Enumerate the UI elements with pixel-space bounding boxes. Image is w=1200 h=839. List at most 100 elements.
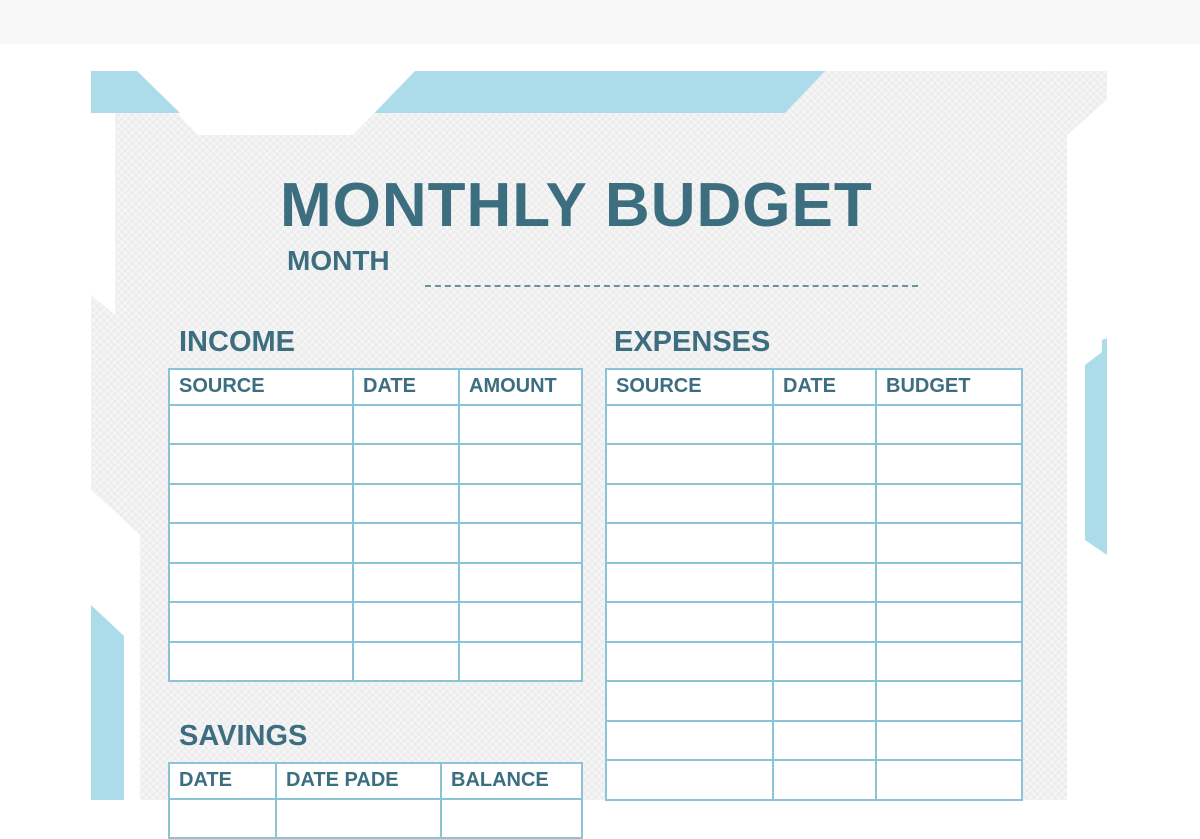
- income-heading: INCOME: [179, 326, 295, 358]
- table-cell[interactable]: [352, 522, 460, 564]
- table-row: [605, 482, 1023, 524]
- expenses-col-budget: BUDGET: [875, 368, 1023, 406]
- table-cell[interactable]: [875, 601, 1023, 643]
- table-cell[interactable]: [458, 522, 583, 564]
- table-row: [168, 601, 583, 643]
- table-cell[interactable]: [772, 403, 877, 445]
- month-input-line[interactable]: [425, 285, 918, 287]
- month-label: MONTH: [287, 245, 390, 276]
- table-cell[interactable]: [168, 561, 354, 603]
- table-row: [605, 640, 1023, 682]
- table-cell[interactable]: [168, 797, 277, 839]
- income-col-date: DATE: [352, 368, 460, 406]
- table-row: [168, 640, 583, 682]
- table-cell[interactable]: [772, 640, 877, 682]
- savings-header-row: DATE DATE PADE BALANCE: [168, 762, 583, 800]
- table-cell[interactable]: [605, 640, 774, 682]
- table-cell[interactable]: [458, 640, 583, 682]
- table-cell[interactable]: [352, 561, 460, 603]
- table-cell[interactable]: [605, 561, 774, 603]
- top-blue-band-left: [91, 71, 180, 113]
- table-row: [605, 759, 1023, 801]
- savings-heading: SAVINGS: [179, 720, 308, 752]
- savings-table: DATE DATE PADE BALANCE: [168, 762, 583, 839]
- table-cell[interactable]: [605, 522, 774, 564]
- table-cell[interactable]: [605, 443, 774, 485]
- left-white-strip: [91, 113, 115, 315]
- left-blue-shape: [91, 605, 124, 800]
- table-cell[interactable]: [275, 797, 442, 839]
- table-cell[interactable]: [168, 482, 354, 524]
- top-white-notch: [137, 71, 415, 135]
- table-row: [168, 797, 583, 839]
- table-row: [168, 561, 583, 603]
- table-row: [605, 443, 1023, 485]
- expenses-heading: EXPENSES: [614, 326, 771, 358]
- table-row: [605, 719, 1023, 761]
- table-cell[interactable]: [772, 759, 877, 801]
- table-row: [605, 680, 1023, 722]
- table-cell[interactable]: [458, 403, 583, 445]
- table-cell[interactable]: [458, 482, 583, 524]
- table-cell[interactable]: [605, 759, 774, 801]
- right-blue-shape: [1085, 338, 1107, 555]
- table-cell[interactable]: [605, 719, 774, 761]
- table-cell[interactable]: [875, 680, 1023, 722]
- table-cell[interactable]: [352, 640, 460, 682]
- table-cell[interactable]: [168, 522, 354, 564]
- table-cell[interactable]: [168, 403, 354, 445]
- top-bar: [0, 0, 1200, 44]
- table-row: [168, 522, 583, 564]
- table-cell[interactable]: [875, 403, 1023, 445]
- table-cell[interactable]: [772, 601, 877, 643]
- table-row: [605, 403, 1023, 445]
- income-col-source: SOURCE: [168, 368, 354, 406]
- income-table: SOURCE DATE AMOUNT: [168, 368, 583, 682]
- income-header-row: SOURCE DATE AMOUNT: [168, 368, 583, 406]
- expenses-col-source: SOURCE: [605, 368, 774, 406]
- table-cell[interactable]: [772, 719, 877, 761]
- table-row: [605, 601, 1023, 643]
- table-row: [605, 522, 1023, 564]
- table-cell[interactable]: [772, 482, 877, 524]
- table-row: [168, 403, 583, 445]
- table-cell[interactable]: [440, 797, 583, 839]
- table-cell[interactable]: [605, 680, 774, 722]
- table-row: [168, 443, 583, 485]
- table-cell[interactable]: [875, 522, 1023, 564]
- table-cell[interactable]: [772, 561, 877, 603]
- table-row: [168, 482, 583, 524]
- income-col-amount: AMOUNT: [458, 368, 583, 406]
- savings-col-date: DATE: [168, 762, 277, 800]
- table-cell[interactable]: [168, 640, 354, 682]
- savings-col-date-pade: DATE PADE: [275, 762, 442, 800]
- table-cell[interactable]: [875, 561, 1023, 603]
- expenses-table: SOURCE DATE BUDGET: [605, 368, 1023, 801]
- table-cell[interactable]: [605, 482, 774, 524]
- table-cell[interactable]: [875, 759, 1023, 801]
- table-cell[interactable]: [772, 680, 877, 722]
- table-cell[interactable]: [168, 601, 354, 643]
- table-cell[interactable]: [168, 443, 354, 485]
- table-cell[interactable]: [458, 443, 583, 485]
- table-cell[interactable]: [875, 719, 1023, 761]
- table-cell[interactable]: [352, 403, 460, 445]
- page-title: MONTHLY BUDGET: [280, 171, 873, 240]
- decorative-shapes: [91, 71, 1107, 800]
- table-cell[interactable]: [605, 601, 774, 643]
- table-cell[interactable]: [352, 443, 460, 485]
- savings-col-balance: BALANCE: [440, 762, 583, 800]
- table-cell[interactable]: [352, 482, 460, 524]
- expenses-col-date: DATE: [772, 368, 877, 406]
- table-cell[interactable]: [605, 403, 774, 445]
- table-cell[interactable]: [772, 443, 877, 485]
- table-cell[interactable]: [352, 601, 460, 643]
- table-cell[interactable]: [458, 601, 583, 643]
- table-cell[interactable]: [772, 522, 877, 564]
- table-row: [605, 561, 1023, 603]
- table-cell[interactable]: [875, 443, 1023, 485]
- table-cell[interactable]: [458, 561, 583, 603]
- table-cell[interactable]: [875, 482, 1023, 524]
- table-cell[interactable]: [875, 640, 1023, 682]
- expenses-header-row: SOURCE DATE BUDGET: [605, 368, 1023, 406]
